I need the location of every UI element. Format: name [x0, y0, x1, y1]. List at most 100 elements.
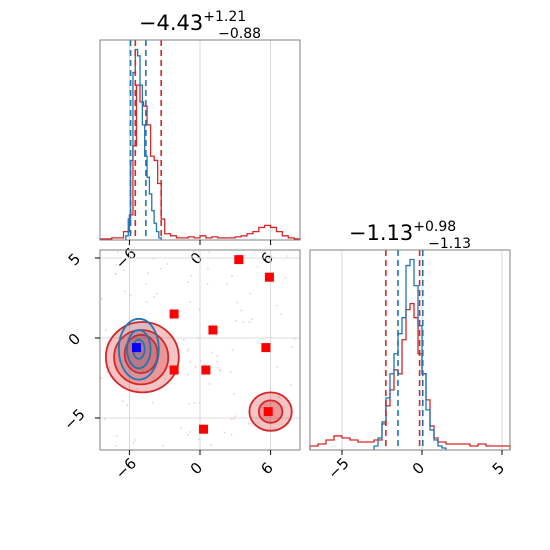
sample-point: [216, 355, 219, 358]
sample-point: [189, 361, 192, 364]
sample-point: [208, 383, 211, 385]
blue-marker: [131, 343, 141, 353]
sample-point: [188, 402, 191, 405]
sample-point: [166, 263, 169, 265]
y-hist-xtick-label-0: −5: [324, 454, 352, 482]
scatter-panel-xy: −6 0 6 −5 0 5: [60, 249, 301, 483]
sample-point: [187, 373, 189, 376]
sample-point: [187, 434, 189, 436]
histogram-panel-y: −1.13+0.98 −1.13 −5 0 5: [309, 219, 511, 483]
sample-point: [242, 321, 245, 324]
sample-point: [270, 255, 273, 258]
sample-point: [211, 351, 213, 354]
sample-point: [293, 338, 296, 340]
red-marker-7: [263, 407, 273, 417]
sample-point: [210, 444, 212, 447]
sample-point: [233, 417, 236, 420]
sample-point: [152, 377, 155, 380]
sample-point: [207, 267, 209, 270]
sample-point: [189, 431, 191, 433]
sample-point: [142, 370, 144, 373]
sample-point: [115, 263, 117, 266]
sample-point: [152, 257, 155, 260]
sample-point: [276, 365, 279, 368]
sample-point: [136, 388, 139, 391]
sample-point: [235, 319, 238, 322]
xy-xtick-label-2: 6: [257, 459, 276, 478]
xy-ytick-label-1: 0: [65, 330, 84, 349]
x-hist-series-0: [99, 84, 301, 240]
sample-point: [231, 275, 233, 277]
title-y-value: −1.13: [349, 221, 413, 245]
sample-point: [145, 301, 148, 303]
sample-point: [206, 282, 209, 285]
sample-point: [280, 313, 283, 316]
title-x-lower: −0.88: [218, 26, 261, 42]
sample-point: [197, 336, 199, 339]
sample-point: [163, 377, 166, 380]
ticks-x-hist: −6 0 6: [112, 240, 277, 273]
sample-point: [240, 309, 243, 312]
sample-point: [133, 251, 135, 254]
sample-point: [124, 290, 126, 293]
sample-point: [230, 433, 233, 436]
y-hist-xtick-label-1: 0: [409, 459, 428, 478]
quantile-lines-x: [129, 40, 162, 240]
sample-point: [122, 400, 124, 403]
sample-point: [192, 251, 195, 253]
sample-point: [115, 435, 118, 438]
x-hist-xtick-label-0: −6: [112, 244, 140, 272]
sample-point: [249, 292, 252, 295]
xy-ytick-label-2: 5: [65, 250, 84, 269]
sample-point: [153, 295, 155, 298]
sample-point: [234, 415, 237, 418]
sample-point: [114, 272, 117, 275]
sample-point: [284, 277, 287, 279]
y-hist-series-0: [309, 302, 511, 450]
sample-point: [286, 255, 289, 257]
xy-xtick-label-0: −6: [112, 454, 140, 482]
histogram-panel-x: −4.43+1.21 −0.88 −6 0 6: [99, 9, 301, 273]
grid-x-hist: [129, 40, 271, 240]
sample-point: [186, 349, 189, 352]
sample-point: [123, 360, 126, 363]
red-marker-3: [208, 325, 218, 335]
sample-point: [248, 321, 251, 323]
red-marker-2: [201, 365, 211, 375]
sample-point: [115, 444, 118, 447]
sample-point: [123, 269, 125, 272]
xy-xtick-label-1: 0: [187, 459, 206, 478]
sample-point: [134, 439, 137, 441]
red-marker-1: [169, 365, 179, 375]
sample-point: [132, 441, 135, 444]
x-hist-xtick-label-1: 0: [187, 249, 206, 268]
sample-point: [179, 427, 182, 430]
sample-point: [106, 371, 108, 374]
sample-point: [250, 318, 253, 321]
sample-point: [189, 301, 192, 304]
axes-frame-y-hist: [309, 249, 511, 451]
sample-point: [226, 283, 228, 285]
sample-point: [100, 297, 103, 300]
sample-point: [223, 431, 226, 434]
sample-point: [208, 251, 210, 253]
title-x-upper: +1.21: [203, 9, 246, 25]
red-marker-4: [234, 255, 244, 265]
red-marker-5: [264, 272, 274, 282]
sample-point: [145, 282, 147, 285]
panel-title-y: −1.13+0.98 −1.13: [349, 219, 471, 252]
sample-point: [233, 392, 236, 395]
panel-title-x: −4.43+1.21 −0.88: [139, 9, 261, 42]
sample-point: [160, 267, 162, 270]
sample-point: [198, 308, 201, 311]
sample-point: [229, 370, 232, 373]
y-hist-series-1: [373, 258, 447, 450]
sample-point: [193, 401, 196, 404]
sample-point: [247, 422, 250, 425]
sample-point: [197, 438, 200, 441]
red-marker-0: [169, 309, 179, 319]
sample-point: [187, 347, 190, 350]
sample-point: [108, 366, 111, 369]
sample-point: [216, 366, 219, 369]
